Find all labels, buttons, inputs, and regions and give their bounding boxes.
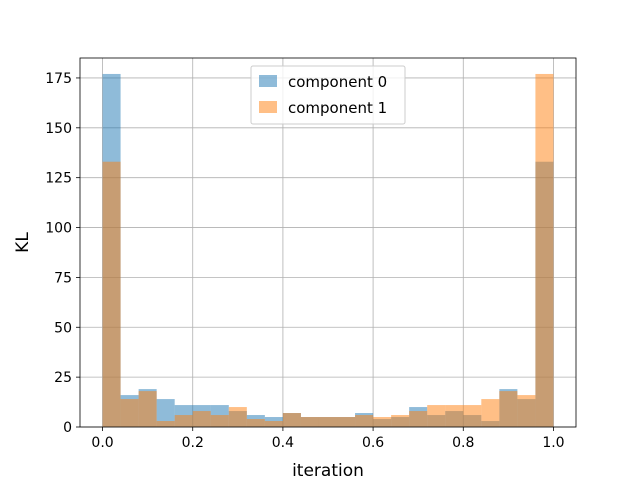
y-tick-label: 0	[63, 420, 72, 436]
histogram-bar-component-1	[282, 413, 301, 427]
histogram-bar-component-1	[246, 419, 265, 427]
x-tick-label: 0.4	[272, 435, 294, 451]
legend-box	[250, 65, 406, 125]
histogram-bar-component-1	[120, 399, 139, 427]
histogram-bar-component-1	[409, 411, 428, 427]
histogram-bar-component-1	[499, 391, 518, 427]
legend: component 0 component 1	[250, 65, 406, 125]
x-tick-label: 0.0	[91, 435, 113, 451]
histogram-bar-component-1	[535, 73, 554, 427]
histogram-bar-component-1	[463, 405, 482, 427]
histogram-bar-component-1	[102, 161, 121, 427]
histogram-bar-component-1	[355, 415, 374, 427]
histogram-bar-component-1	[373, 417, 392, 427]
x-axis-label: iteration	[292, 461, 364, 480]
x-axis-ticks: 0.0 0.2 0.4 0.6 0.8 1.0	[91, 427, 565, 451]
histogram-bar-component-1	[210, 415, 229, 427]
y-axis-ticks: 0 25 50 75 100 125 150 175	[45, 71, 80, 436]
histogram-bar-component-0	[156, 399, 175, 427]
y-tick-label: 100	[45, 221, 72, 237]
histogram-bar-component-1	[174, 415, 193, 427]
legend-label-component-0: component 0	[288, 73, 387, 91]
y-tick-label: 150	[45, 121, 72, 137]
y-axis-label: KL	[13, 232, 33, 253]
y-tick-label: 75	[54, 270, 72, 286]
histogram-bar-component-1	[228, 407, 247, 427]
legend-swatch-component-1	[259, 101, 277, 113]
legend-label-component-1: component 1	[288, 99, 387, 117]
histogram-bar-component-1	[138, 391, 157, 427]
histogram-bar-component-1	[391, 415, 410, 427]
histogram-bar-component-1	[300, 417, 319, 427]
histogram-bar-component-1	[264, 421, 283, 427]
bars	[102, 73, 554, 427]
histogram-bar-component-1	[318, 417, 338, 427]
histogram-bar-component-1	[192, 411, 211, 427]
legend-swatch-component-0	[259, 75, 277, 87]
y-tick-label: 25	[54, 370, 72, 386]
y-tick-label: 175	[45, 71, 72, 87]
histogram-bar-component-1	[481, 399, 500, 427]
histogram-bar-component-1	[517, 395, 536, 427]
x-tick-label: 0.2	[182, 435, 204, 451]
histogram-bar-component-1	[337, 417, 356, 427]
x-tick-label: 0.6	[362, 435, 384, 451]
x-tick-label: 1.0	[542, 435, 564, 451]
histogram-bar-component-1	[445, 405, 464, 427]
x-tick-label: 0.8	[452, 435, 474, 451]
y-tick-label: 125	[45, 171, 72, 187]
histogram-bar-component-1	[156, 421, 175, 427]
y-tick-label: 50	[54, 320, 72, 336]
plot-frame	[79, 57, 577, 428]
histogram-bar-component-1	[427, 405, 446, 427]
